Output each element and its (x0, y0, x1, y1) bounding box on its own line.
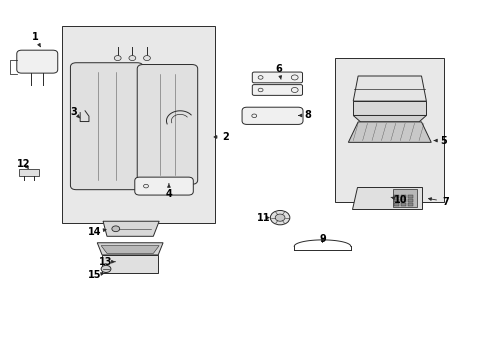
Text: 14: 14 (88, 227, 106, 237)
Bar (400, 203, 405, 206)
Circle shape (143, 55, 150, 60)
FancyBboxPatch shape (137, 64, 197, 184)
Circle shape (112, 226, 120, 231)
Text: 1: 1 (31, 32, 41, 47)
Bar (393, 203, 398, 206)
Text: 2: 2 (214, 132, 229, 142)
Bar (407, 203, 412, 206)
Bar (407, 199, 412, 202)
Text: 6: 6 (275, 64, 282, 79)
FancyBboxPatch shape (242, 107, 303, 125)
Text: 5: 5 (433, 136, 446, 145)
FancyBboxPatch shape (252, 72, 302, 83)
Bar (393, 199, 398, 202)
FancyBboxPatch shape (135, 177, 193, 195)
Polygon shape (352, 116, 426, 122)
FancyBboxPatch shape (252, 85, 302, 95)
Bar (392, 189, 416, 207)
Polygon shape (103, 221, 159, 236)
Text: 12: 12 (17, 159, 31, 169)
FancyBboxPatch shape (70, 63, 143, 190)
Bar (400, 199, 405, 202)
Text: 8: 8 (298, 111, 311, 121)
Polygon shape (351, 187, 422, 209)
Text: 13: 13 (99, 257, 115, 267)
Circle shape (114, 55, 121, 60)
Circle shape (270, 211, 289, 225)
Text: 11: 11 (257, 213, 270, 222)
Polygon shape (352, 76, 426, 101)
Bar (334, 58, 444, 202)
Polygon shape (97, 243, 163, 255)
Text: 7: 7 (427, 197, 448, 207)
FancyBboxPatch shape (17, 50, 58, 73)
Polygon shape (102, 255, 158, 273)
Text: 3: 3 (70, 107, 80, 118)
Text: 9: 9 (319, 234, 325, 244)
Polygon shape (347, 122, 430, 142)
Circle shape (129, 55, 136, 60)
Bar (400, 195, 405, 198)
Circle shape (101, 265, 111, 273)
Bar (407, 195, 412, 198)
Text: 15: 15 (88, 270, 104, 280)
Circle shape (275, 214, 285, 221)
Bar (19, 168, 39, 176)
Polygon shape (101, 246, 159, 253)
Polygon shape (352, 101, 426, 116)
Text: 10: 10 (390, 195, 407, 205)
Bar (61, 26, 215, 223)
Text: 4: 4 (165, 184, 172, 199)
Bar (393, 195, 398, 198)
